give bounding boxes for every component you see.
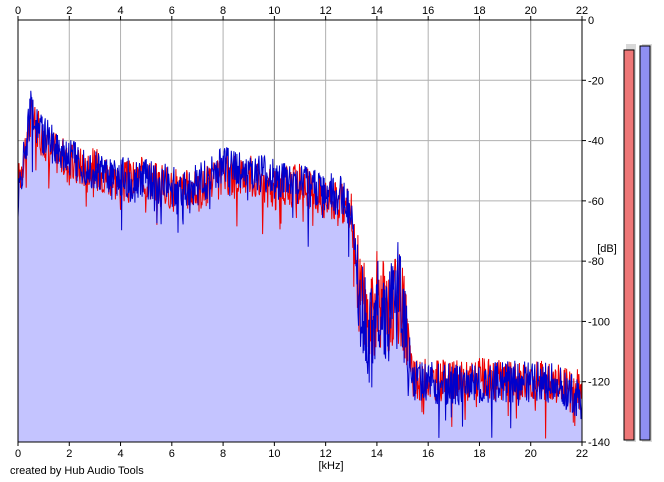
y-tick-label-5: -100	[588, 316, 610, 328]
credit-text: created by Hub Audio Tools	[10, 465, 144, 477]
plot-frame	[17, 19, 583, 443]
x-tick-label-bottom-4: 8	[220, 448, 226, 460]
x-tick-label-bottom-11: 22	[576, 448, 588, 460]
x-tick-label-top-4: 8	[220, 5, 226, 17]
x-tick-label-top-1: 2	[66, 5, 72, 17]
x-tick-label-top-11: 22	[576, 5, 588, 17]
x-tick-label-top-8: 16	[422, 5, 434, 17]
x-axis-label: [kHz]	[318, 460, 343, 472]
x-tick-label-bottom-2: 4	[117, 448, 123, 460]
x-tick-label-bottom-6: 12	[320, 448, 332, 460]
x-tick-label-top-3: 6	[169, 5, 175, 17]
plot-border	[17, 19, 583, 443]
x-tick-label-top-5: 10	[268, 5, 280, 17]
y-tick-label-1: -20	[588, 75, 604, 87]
x-tick-label-top-9: 18	[473, 5, 485, 17]
y-tick-label-3: -60	[588, 196, 604, 208]
x-tick-label-bottom-8: 16	[422, 448, 434, 460]
y-tick-label-6: -120	[588, 377, 610, 389]
x-tick-label-bottom-3: 6	[169, 448, 175, 460]
x-tick-label-bottom-7: 14	[371, 448, 383, 460]
x-tick-label-top-6: 12	[320, 5, 332, 17]
spectrum-fill	[18, 90, 582, 443]
x-tick-label-bottom-9: 18	[473, 448, 485, 460]
y-axis-label: [dB]	[597, 243, 617, 255]
series-line-2	[17, 90, 583, 438]
y-tick-label-7: -140	[588, 437, 610, 449]
x-ticks-top: 0 2 4 6 8 10 12 14 16 18 20 22	[15, 5, 588, 20]
y-ticks: 0 -20 -40 -60 -80 -100 -120 -140	[582, 15, 610, 449]
x-ticks-bottom: 0 2 4 6 8 10 12 14 16 18 20 22	[15, 442, 588, 460]
x-tick-label-bottom-10: 20	[525, 448, 537, 460]
x-tick-label-top-10: 20	[525, 5, 537, 17]
spectrum-area	[18, 90, 582, 443]
x-tick-label-top-7: 14	[371, 5, 383, 17]
y-tick-label-0: 0	[588, 15, 594, 27]
x-tick-label-bottom-1: 2	[66, 448, 72, 460]
traces	[17, 90, 583, 439]
y-tick-label-4: -80	[588, 256, 604, 268]
x-tick-label-top-0: 0	[15, 5, 21, 17]
level-meters	[623, 44, 652, 442]
level-meter-1	[623, 49, 635, 441]
y-tick-label-2: -40	[588, 136, 604, 148]
level-meter-2	[639, 45, 651, 441]
x-tick-label-bottom-0: 0	[15, 448, 21, 460]
x-tick-label-top-2: 4	[117, 5, 123, 17]
x-tick-label-bottom-5: 10	[268, 448, 280, 460]
